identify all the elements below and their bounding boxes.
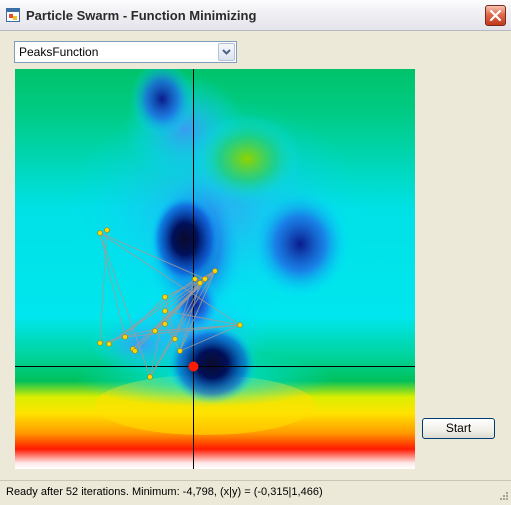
client-area: PeaksFunction: [0, 31, 511, 474]
function-select-value: PeaksFunction: [19, 45, 98, 59]
function-select[interactable]: PeaksFunction: [14, 41, 237, 63]
resize-grip-icon[interactable]: [497, 491, 509, 503]
title-bar[interactable]: Particle Swarm - Function Minimizing: [0, 0, 511, 31]
close-icon: [489, 9, 502, 22]
function-select-dropdown-button[interactable]: [218, 43, 235, 61]
chevron-down-icon: [222, 49, 231, 55]
start-button[interactable]: Start: [422, 418, 495, 439]
app-window-icon: [6, 8, 20, 22]
minimum-marker: [189, 362, 199, 372]
function-plot: [15, 69, 415, 469]
status-bar: Ready after 52 iterations. Minimum: -4,7…: [0, 480, 511, 505]
window-title: Particle Swarm - Function Minimizing: [26, 8, 256, 23]
status-text: Ready after 52 iterations. Minimum: -4,7…: [6, 486, 323, 498]
close-button[interactable]: [485, 5, 506, 26]
